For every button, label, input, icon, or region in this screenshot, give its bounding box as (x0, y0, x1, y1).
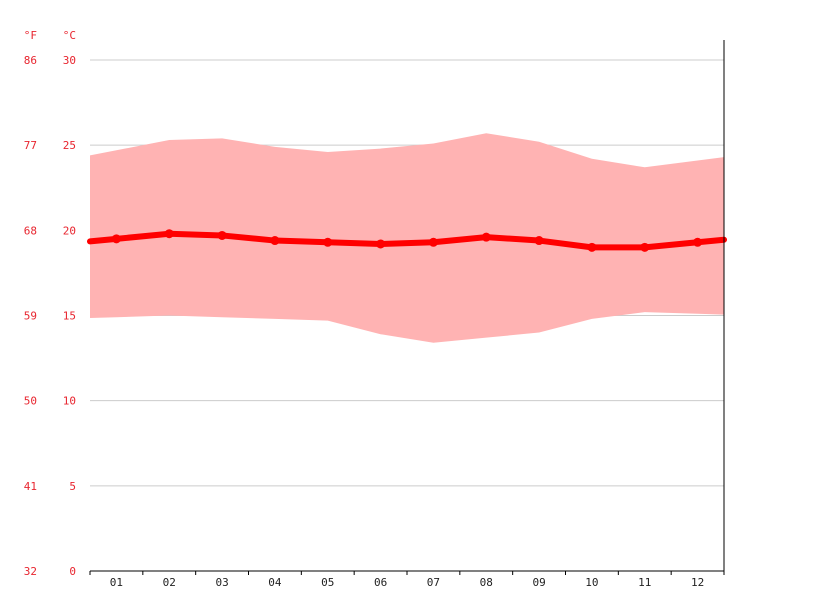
mean-point-10 (587, 242, 597, 252)
y-label-celsius-5: 5 (69, 480, 76, 493)
mean-point-02 (164, 229, 174, 239)
x-axis-labels: 01 02 03 04 05 06 07 08 09 10 11 12 (110, 576, 704, 589)
y-label-fahrenheit-59: 59 (24, 310, 37, 323)
x-label-02: 02 (163, 576, 176, 589)
y-label-fahrenheit-41: 41 (24, 480, 37, 493)
y-label-celsius-25: 25 (63, 139, 76, 152)
mean-point-05 (323, 237, 333, 247)
mean-point-12 (693, 237, 703, 247)
y-label-fahrenheit-68: 68 (24, 224, 37, 237)
y-label-fahrenheit-77: 77 (24, 139, 37, 152)
y-label-celsius-10: 10 (63, 395, 76, 408)
x-label-06: 06 (374, 576, 387, 589)
x-label-07: 07 (427, 576, 440, 589)
mean-temperature-points (111, 229, 703, 252)
x-label-09: 09 (532, 576, 545, 589)
y-label-celsius-0: 0 (69, 565, 76, 578)
mean-point-03 (217, 230, 227, 240)
x-label-12: 12 (691, 576, 704, 589)
mean-point-07 (428, 237, 438, 247)
y-label-fahrenheit-50: 50 (24, 395, 37, 408)
y-label-celsius-20: 20 (63, 224, 76, 237)
x-label-01: 01 (110, 576, 123, 589)
y-label-celsius-15: 15 (63, 310, 76, 323)
y-label-celsius-30: 30 (63, 54, 76, 67)
celsius-unit-label: °C (63, 29, 76, 42)
mean-point-11 (640, 242, 650, 252)
mean-point-06 (376, 239, 386, 249)
mean-point-04 (270, 236, 280, 246)
x-label-10: 10 (585, 576, 598, 589)
temperature-range-band (90, 133, 724, 343)
y-axis-labels: 32 0 41 5 50 10 59 15 68 20 77 25 86 30 (24, 54, 76, 578)
y-label-fahrenheit-32: 32 (24, 565, 37, 578)
x-axis-ticks (89, 571, 725, 575)
x-label-04: 04 (268, 576, 282, 589)
y-label-fahrenheit-86: 86 (24, 54, 37, 67)
mean-temperature-line (87, 230, 727, 251)
x-label-11: 11 (638, 576, 651, 589)
x-label-08: 08 (480, 576, 493, 589)
fahrenheit-unit-label: °F (24, 29, 37, 42)
x-label-05: 05 (321, 576, 334, 589)
mean-point-08 (481, 232, 491, 242)
x-label-03: 03 (215, 576, 228, 589)
mean-point-09 (534, 236, 544, 246)
mean-point-01 (111, 234, 121, 244)
